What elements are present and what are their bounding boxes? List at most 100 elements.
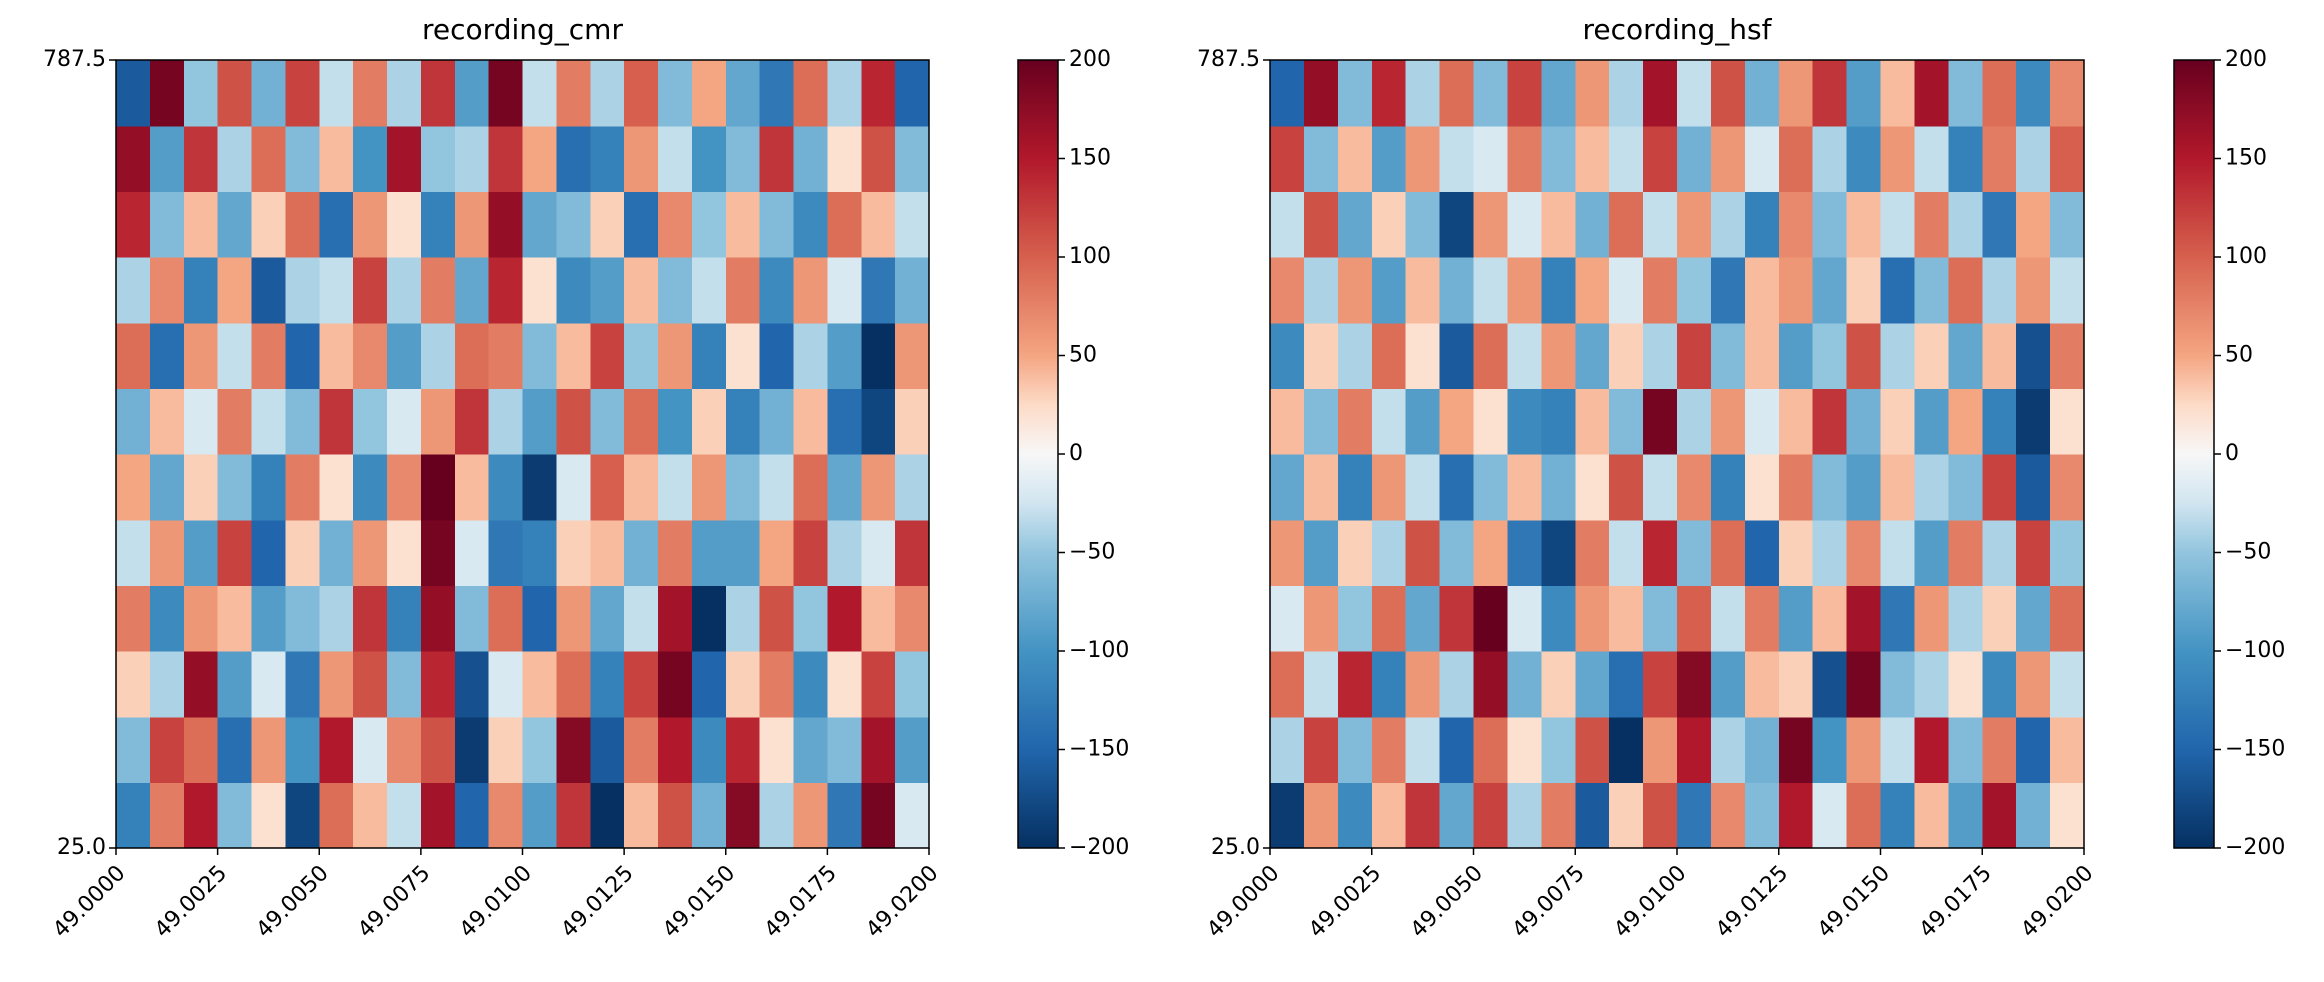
heatmap-cell [149,125,185,192]
heatmap-cell [1609,519,1644,586]
heatmap-cell [251,125,286,192]
colorbar-tick-label: 200 [1069,47,1111,72]
heatmap-cell [2016,60,2051,127]
heatmap-cell [1948,257,1983,324]
heatmap-cell [488,388,524,455]
heatmap-cell [1914,257,1949,324]
heatmap-cell [1507,716,1542,783]
heatmap-cell [1778,60,1814,127]
heatmap-cell [488,454,524,521]
heatmap-cell [319,454,354,521]
heatmap-cell [827,519,862,586]
heatmap-cell [420,322,456,389]
heatmap-cell [1677,257,1712,324]
heatmap-cell [827,191,862,258]
heatmap-cell [1914,388,1949,455]
heatmap-cell [895,716,930,783]
heatmap-cell [1609,257,1644,324]
heatmap-cell [1914,519,1949,586]
heatmap-cells [116,60,930,849]
heatmap-cell [1575,651,1610,718]
heatmap-cell [1846,60,1882,127]
heatmap-cell [2016,191,2051,258]
heatmap-cell [691,257,727,324]
heatmap-cell [1541,651,1576,718]
heatmap-cell [251,454,286,521]
heatmap-cell [1507,191,1542,258]
heatmap-cell [217,191,253,258]
heatmap-cell [319,782,354,849]
colorbar [2173,59,2215,849]
heatmap-cell [793,257,828,324]
heatmap-cell [183,585,219,652]
heatmap-cell [1371,388,1407,455]
heatmap-cell [793,585,828,652]
heatmap-cell [1880,454,1916,521]
heatmap-cell [217,585,253,652]
heatmap-cell [183,454,219,521]
heatmap-cell [1609,322,1644,389]
heatmap-cell [793,716,828,783]
heatmap-cell [1710,191,1746,258]
heatmap-cell [1609,782,1644,849]
heatmap-cell [556,257,591,324]
x-tick-label: 49.0100 [1609,861,1691,943]
heatmap-cell [1710,388,1746,455]
heatmap-cell [116,716,151,783]
heatmap-cell [353,651,388,718]
heatmap-cell [556,60,591,127]
heatmap-cell [251,519,286,586]
heatmap-cell [1948,585,1983,652]
heatmap-cell [590,257,625,324]
heatmap-cell [1473,585,1509,652]
heatmap-cell [1812,782,1848,849]
heatmap-cell [1439,191,1475,258]
heatmap-cell [454,388,490,455]
heatmap-cell [1880,519,1916,586]
heatmap-cell [1575,585,1610,652]
heatmap-cell [522,257,557,324]
heatmap-cell [759,388,795,455]
heatmap-cell [116,191,151,258]
heatmap-cell [793,454,828,521]
heatmap-cell [183,388,219,455]
heatmap-cell [1541,191,1576,258]
heatmap-cell [759,716,795,783]
heatmap-cell [2016,585,2051,652]
heatmap-cell [624,191,659,258]
heatmap-cell [251,388,286,455]
heatmap-cell [2050,322,2085,389]
heatmap-cell [793,388,828,455]
heatmap-cell [759,257,795,324]
heatmap-cell [285,60,320,127]
heatmap-cell [1643,782,1678,849]
heatmap-cell [1405,322,1441,389]
heatmap-cell [1473,454,1509,521]
heatmap-cell [624,782,659,849]
heatmap-cell [1270,125,1305,192]
heatmap-cell [895,257,930,324]
heatmap-cell [1812,716,1848,783]
heatmap-cell [116,782,151,849]
heatmap-cell [1541,257,1576,324]
heatmap-cell [895,60,930,127]
heatmap-cell [488,257,524,324]
heatmap-cell [1710,585,1746,652]
heatmap-cell [1270,454,1305,521]
colorbar [1017,59,1059,849]
heatmap-cell [1541,125,1576,192]
heatmap-cell [1473,519,1509,586]
heatmap-cell [624,585,659,652]
heatmap-cell [217,125,253,192]
heatmap-cell [251,322,286,389]
heatmap-cell [1609,191,1644,258]
heatmap-cell [285,716,320,783]
heatmap-cell [522,782,557,849]
x-tick-label: 49.0175 [1915,861,1997,943]
heatmap-cell [1507,454,1542,521]
heatmap-cell [1914,125,1949,192]
heatmap-cell [1575,388,1610,455]
heatmap-cell [624,388,659,455]
heatmap-cell [2016,454,2051,521]
